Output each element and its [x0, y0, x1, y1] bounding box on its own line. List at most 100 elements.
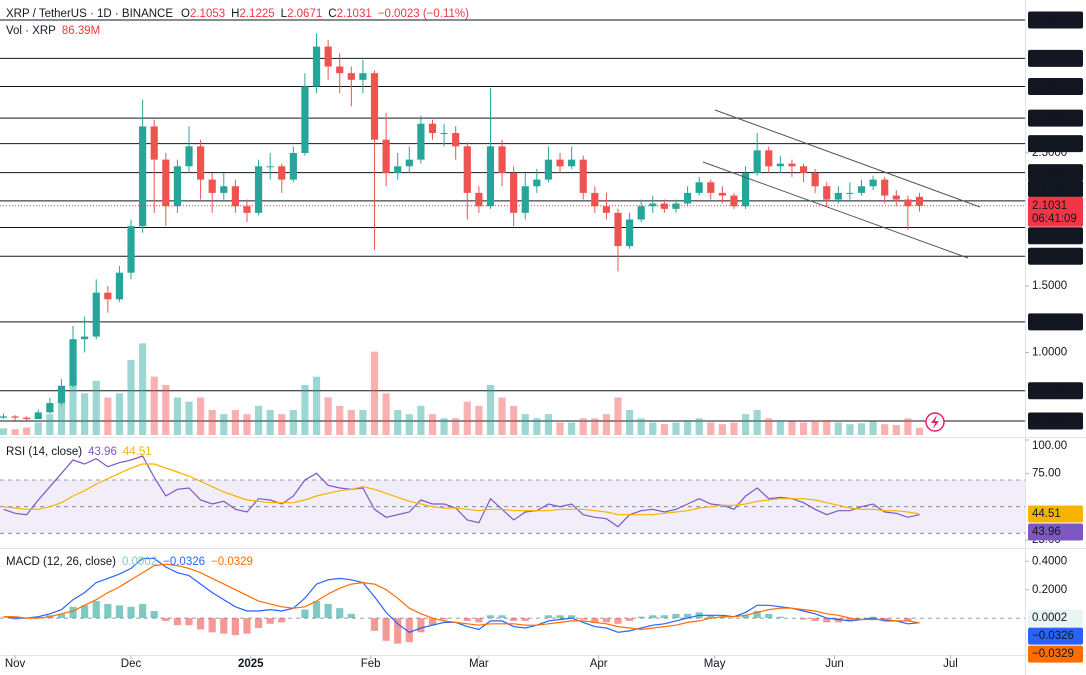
- volume-bar: [289, 410, 297, 435]
- level-label-box: [1028, 227, 1083, 245]
- alert-bolt[interactable]: [931, 415, 939, 429]
- volume-bar: [533, 418, 541, 435]
- x-tick-label: Apr: [590, 658, 608, 670]
- volume-bar: [730, 422, 738, 435]
- ohlc-key: L: [281, 8, 288, 20]
- histogram-bar: [463, 618, 471, 621]
- candle-body: [220, 186, 228, 193]
- histogram-bar: [811, 618, 819, 621]
- volume-bar: [579, 418, 587, 435]
- volume-bar: [23, 427, 31, 435]
- ohlc-key: H: [231, 8, 239, 20]
- volume-bar: [0, 428, 8, 435]
- candle-body: [243, 206, 251, 213]
- indicator-panel: [0, 557, 1025, 644]
- histogram-bar: [266, 618, 274, 624]
- candle-body: [289, 152, 297, 180]
- histogram-bar: [196, 618, 205, 630]
- candle-body: [730, 195, 738, 207]
- histogram-bar: [579, 618, 587, 620]
- candle-body: [81, 336, 89, 340]
- candle-body: [602, 206, 611, 213]
- level-label-box: [1028, 412, 1083, 430]
- volume-bar: [57, 401, 66, 435]
- candle-body: [823, 186, 831, 200]
- level-label-box: [1028, 135, 1083, 153]
- candle-body: [626, 219, 634, 247]
- histogram-bar: [127, 606, 135, 619]
- volume-bar: [92, 380, 100, 435]
- volume-bar: [544, 414, 553, 435]
- level-label: 2.3525: [1032, 167, 1067, 179]
- histogram-bar: [324, 603, 332, 619]
- volume-bar: [614, 397, 622, 435]
- volume-bar: [556, 422, 564, 435]
- level-label-box: [1028, 164, 1083, 182]
- volume-bar: [196, 397, 205, 435]
- candle-body: [104, 292, 112, 300]
- candle-body: [428, 123, 437, 134]
- value-box-label: 44.51: [1032, 508, 1061, 520]
- volume-bar: [115, 393, 124, 435]
- candle-body: [324, 46, 332, 67]
- candle-body: [0, 416, 8, 418]
- histogram-bar: [660, 615, 668, 619]
- volume-bar: [904, 418, 912, 435]
- volume-bar: [417, 405, 425, 435]
- candle-body: [869, 179, 877, 187]
- histogram-bar: [556, 615, 564, 619]
- volume-bar: [301, 385, 309, 435]
- histogram-bar: [92, 601, 100, 619]
- histogram-bar: [220, 618, 228, 634]
- value-box: [1028, 609, 1083, 627]
- volume-bar: [173, 397, 181, 435]
- level-label: 1.9400: [1032, 230, 1067, 242]
- volume-bar: [660, 424, 668, 435]
- histogram-bar: [69, 606, 77, 619]
- volume-bar: [104, 397, 112, 435]
- candle-body: [440, 133, 448, 135]
- volume-bar: [857, 423, 866, 435]
- level-label: 2.7620: [1032, 112, 1067, 124]
- histogram-bar: [521, 618, 529, 621]
- candle-body: [915, 196, 924, 206]
- histogram-bar: [765, 613, 773, 619]
- alert-icon[interactable]: [925, 412, 945, 432]
- candle-body: [115, 272, 124, 300]
- histogram-bar: [718, 616, 726, 619]
- histogram-bar: [707, 615, 715, 619]
- x-tick-label: May: [704, 658, 726, 670]
- histogram-bar: [428, 618, 437, 626]
- histogram-bar: [347, 613, 355, 619]
- value-box-label: −0.0329: [1032, 648, 1074, 660]
- histogram-bar: [81, 605, 89, 619]
- candle-body: [417, 123, 425, 160]
- candle-body: [498, 146, 506, 173]
- histogram-bar: [823, 618, 831, 623]
- volume-bar: [707, 422, 715, 435]
- volume-bar: [139, 343, 147, 435]
- last-price-box: [1028, 196, 1083, 227]
- histogram-bar: [799, 618, 808, 620]
- candle-body: [405, 159, 413, 167]
- volume-bar: [788, 421, 796, 435]
- indicator-line: [3, 563, 920, 631]
- volume-bar: [46, 414, 54, 435]
- histogram-bar: [382, 618, 390, 641]
- x-tick-label: Nov: [5, 658, 26, 670]
- candle-body: [278, 166, 286, 180]
- volume-bar: [626, 410, 634, 435]
- candle-body: [556, 159, 564, 167]
- volume-bar: [452, 418, 460, 435]
- volume-bar: [695, 418, 703, 435]
- candle-body: [185, 146, 193, 167]
- histogram-bar: [185, 618, 193, 626]
- histogram-bar: [173, 618, 181, 626]
- candle-body: [382, 139, 390, 173]
- volume-bar: [753, 410, 761, 435]
- histogram-bar: [115, 605, 124, 619]
- volume-bar: [834, 422, 842, 435]
- histogram-bar: [208, 618, 216, 633]
- volume-bar: [869, 421, 877, 435]
